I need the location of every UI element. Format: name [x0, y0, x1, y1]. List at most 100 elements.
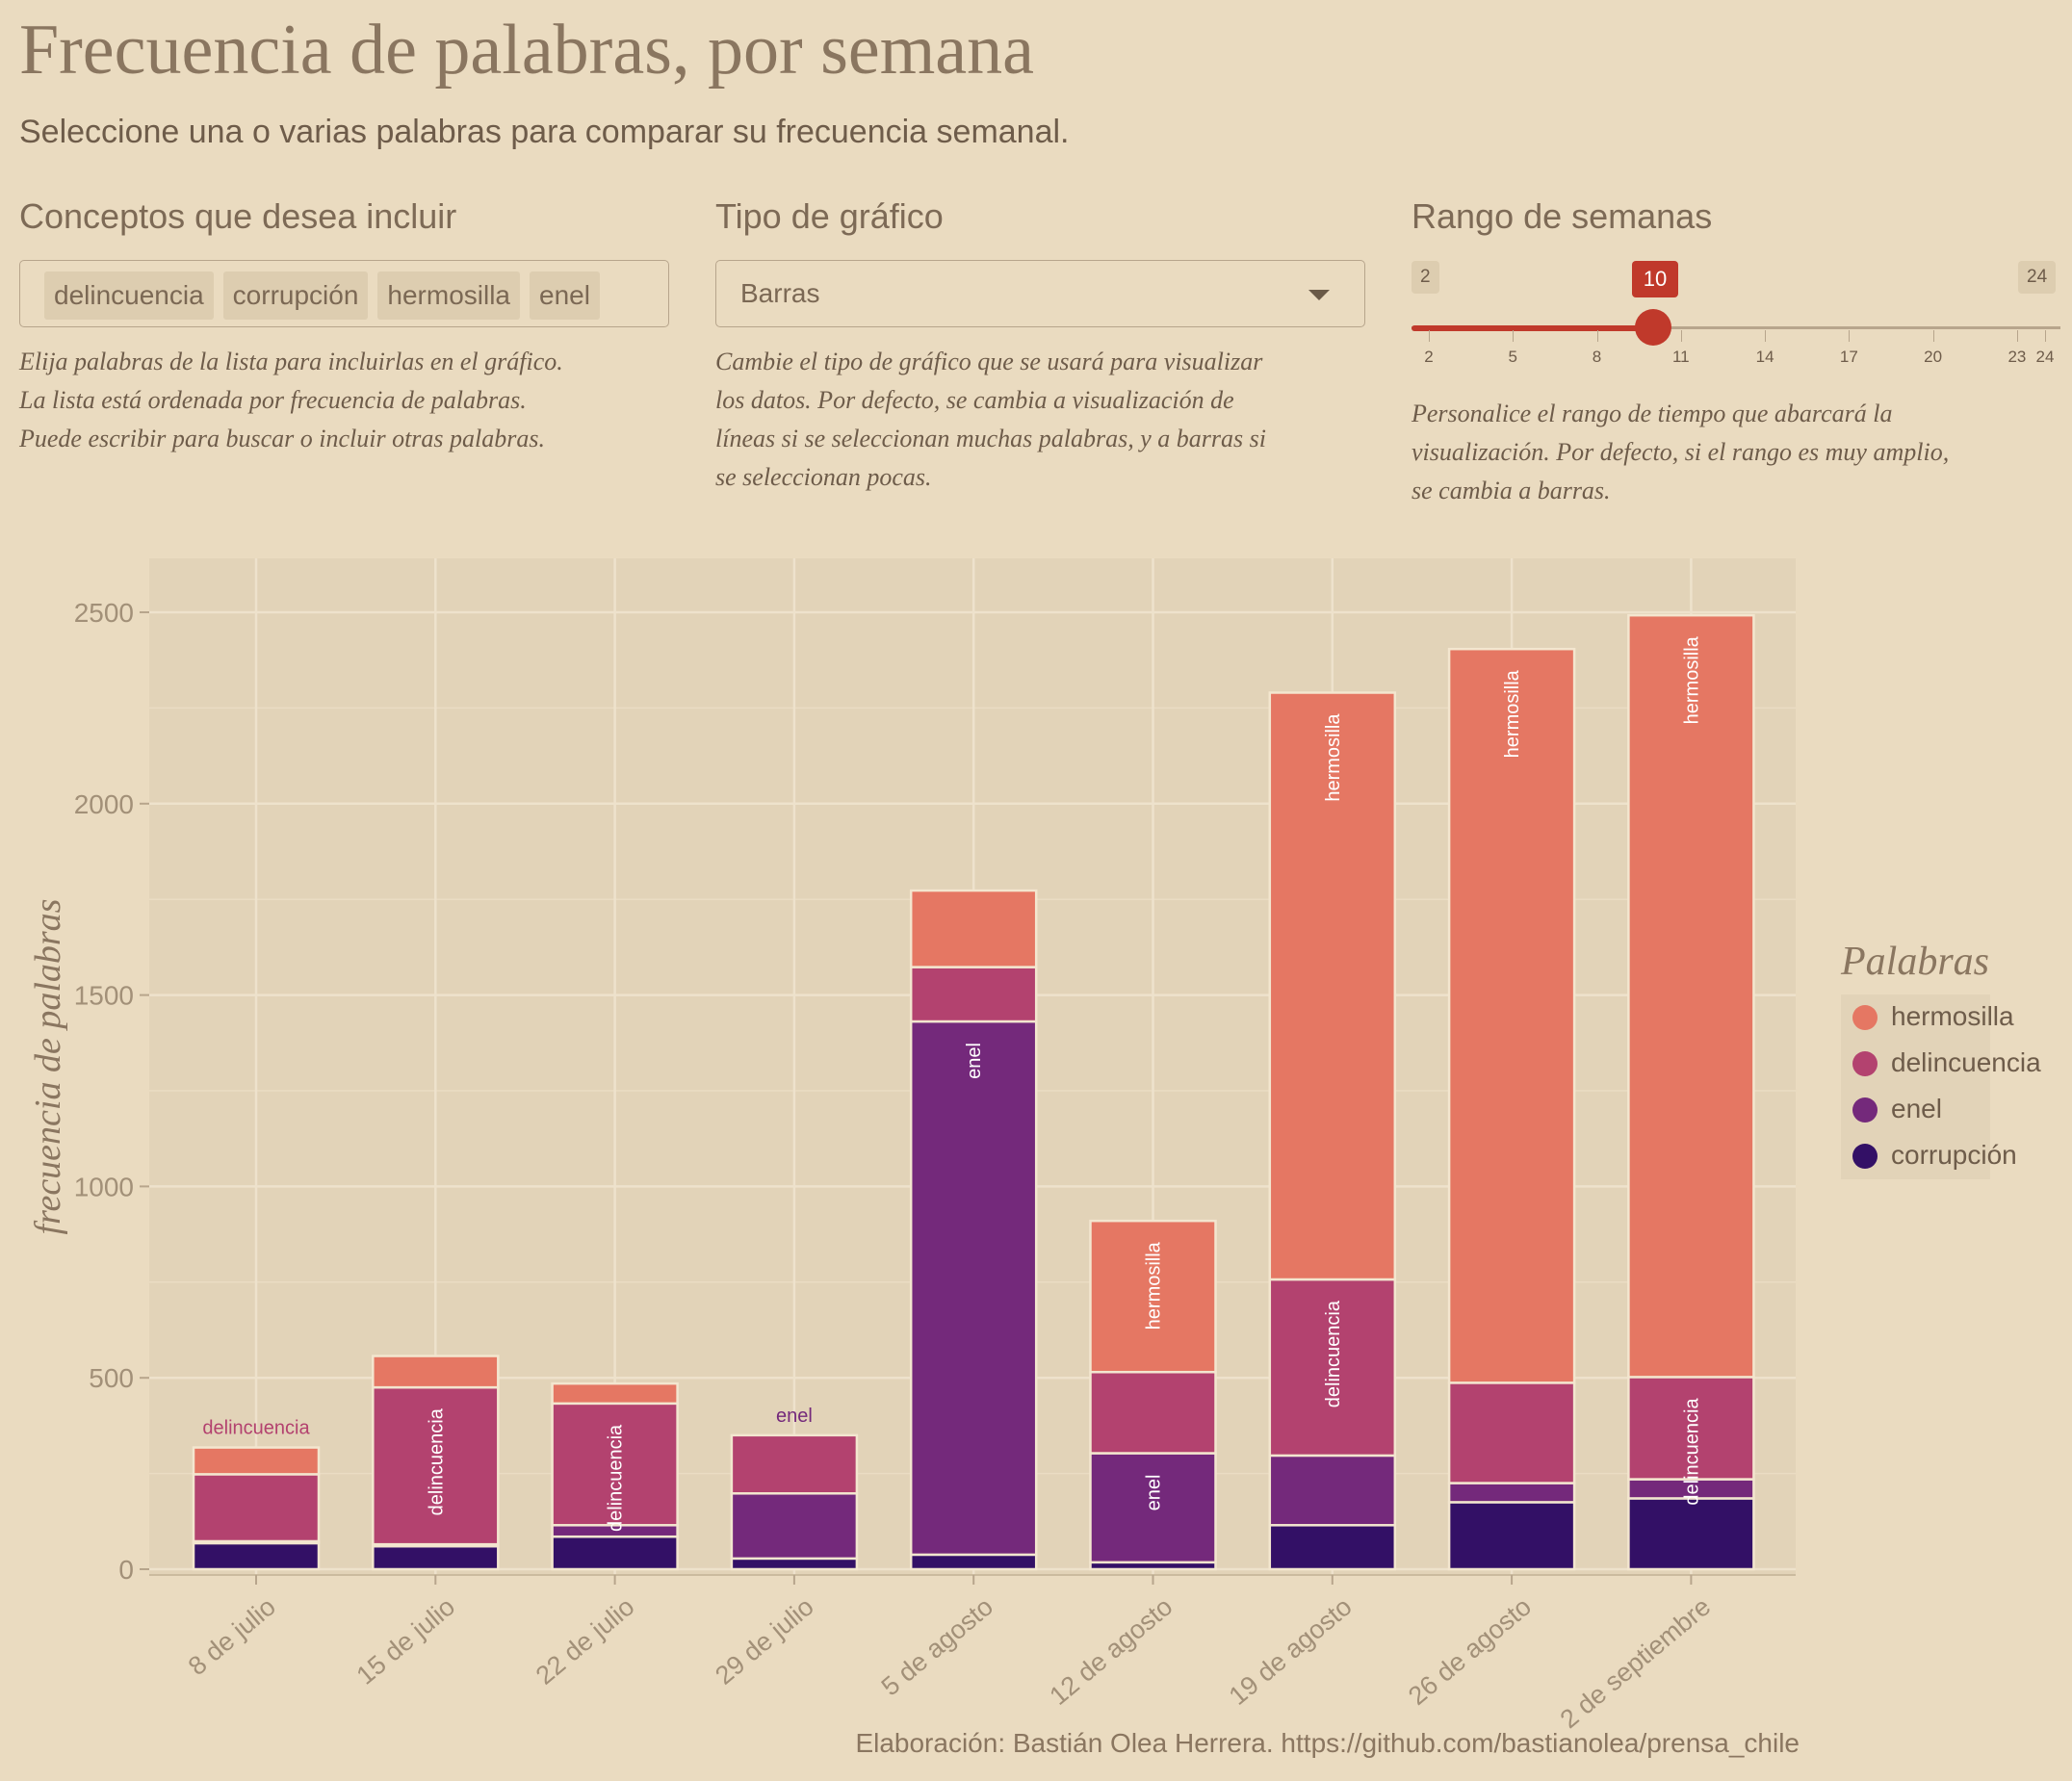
chip-hermosilla[interactable]: hermosilla: [377, 271, 521, 320]
bar-segment: [1447, 1501, 1576, 1571]
concepts-help-line: Puede escribir para buscar o incluir otr…: [19, 425, 545, 452]
chip-corrupcion[interactable]: corrupción: [222, 271, 369, 320]
x-tick-label: 26 de agosto: [1403, 1592, 1537, 1711]
bar-segment: [1089, 1452, 1217, 1564]
slider-tick: [1849, 330, 1851, 342]
bar-segment: [1268, 691, 1397, 1281]
bar-segment: [192, 1541, 321, 1571]
x-tick-label: 22 de julio: [531, 1592, 640, 1691]
bar-segment: [1268, 1278, 1397, 1458]
bar-annotation: enel: [964, 1043, 985, 1079]
chart-type-label: Tipo de gráfico: [715, 196, 944, 236]
bar-segment: [1268, 1524, 1397, 1571]
bar-segment: [192, 1473, 321, 1543]
slider-tick: [1596, 330, 1598, 342]
slider-tick-label: 14: [1755, 348, 1774, 366]
bar-annotation: delincuencia: [426, 1407, 447, 1515]
legend-dot: [1852, 1144, 1878, 1169]
concepts-help-line: Elija palabras de la lista para incluirl…: [19, 348, 563, 375]
bar-segment: [551, 1381, 679, 1406]
chevron-down-icon: [1308, 290, 1330, 300]
slider-fill: [1412, 325, 1653, 331]
chart-type-help-line: líneas si se seleccionan muchas palabras…: [715, 425, 1266, 452]
legend-item-corrupcion: corrupción: [1841, 1133, 2017, 1179]
slider-tick: [1429, 330, 1430, 342]
chart-type-help: Cambie el tipo de gráfico que se usará p…: [715, 343, 1266, 497]
x-tick-label: 5 de agosto: [876, 1592, 998, 1702]
y-tick-label: 1500: [74, 981, 134, 1011]
chart-type-select[interactable]: Barras: [715, 260, 1365, 327]
legend-item-delincuencia: delincuencia: [1841, 1041, 2041, 1087]
bar-segment: [372, 1385, 500, 1546]
slider-handle[interactable]: [1634, 309, 1671, 346]
concepts-label: Conceptos que desea incluir: [19, 196, 457, 236]
chip-delincuencia[interactable]: delincuencia: [44, 271, 214, 320]
slider-tick: [1680, 330, 1682, 342]
bar-segment: [551, 1535, 679, 1571]
week-range-help-line: Personalice el rango de tiempo que abarc…: [1412, 400, 1893, 427]
bar-segment: [730, 1433, 859, 1495]
bar-annotation: delincuencia: [1681, 1398, 1702, 1506]
x-tick-label: 19 de agosto: [1224, 1592, 1358, 1711]
slider-tick: [1513, 330, 1515, 342]
week-range-slider[interactable]: 2 10 24 2 5 8 11 14 17 20 23 24: [1412, 255, 2066, 380]
bar-segment: [909, 1020, 1038, 1557]
bar-annotation: delincuencia: [1323, 1300, 1344, 1407]
slider-tick-label: 8: [1592, 348, 1602, 366]
slider-max-badge: 24: [2018, 261, 2057, 294]
legend-dot: [1852, 1005, 1878, 1030]
bar-segment: [1089, 1370, 1217, 1455]
bar-annotation: delincuencia: [606, 1424, 627, 1532]
slider-tick-label: 5: [1508, 348, 1517, 366]
slider-tick: [2016, 330, 2018, 342]
bar-segment: [1627, 1497, 1755, 1571]
bar-segment: [372, 1544, 500, 1571]
bar-segment: [730, 1557, 859, 1571]
slider-tick-label: 23: [2007, 348, 2027, 366]
concepts-multiselect[interactable]: delincuencia corrupción hermosilla enel: [19, 260, 669, 327]
y-tick-label: 1000: [74, 1172, 134, 1201]
bar-segment: [1447, 1381, 1576, 1484]
legend-item-hermosilla: hermosilla: [1841, 994, 2014, 1041]
y-tick-label: 2500: [74, 598, 134, 628]
chart-type-help-line: se seleccionan pocas.: [715, 463, 932, 491]
bar-segment: [1089, 1219, 1217, 1374]
legend-label: corrupción: [1891, 1140, 2017, 1170]
slider-track[interactable]: [1412, 326, 2060, 329]
slider-tick: [2045, 330, 2046, 342]
x-tick-label: 12 de agosto: [1044, 1592, 1178, 1711]
slider-tick-label: 24: [2035, 348, 2055, 366]
x-tick-label: 8 de julio: [183, 1592, 281, 1681]
y-tick-label: 0: [118, 1555, 134, 1585]
chip-enel[interactable]: enel: [530, 271, 600, 320]
bar-annotation: hermosilla: [1502, 669, 1523, 758]
bar-annotation: enel: [776, 1406, 813, 1427]
bar-segment: [909, 1553, 1038, 1571]
y-tick-label: 2000: [74, 789, 134, 819]
concepts-help-line: La lista está ordenada por frecuencia de…: [19, 386, 527, 414]
chart-type-value: Barras: [740, 278, 820, 308]
concepts-help: Elija palabras de la lista para incluirl…: [19, 343, 563, 458]
week-range-help: Personalice el rango de tiempo que abarc…: [1412, 395, 1949, 510]
legend-title: Palabras: [1841, 940, 1990, 984]
chart-caption: Elaboración: Bastián Olea Herrera. https…: [855, 1728, 1800, 1758]
x-tick-label: 29 de julio: [710, 1592, 819, 1691]
legend-item-enel: enel: [1841, 1087, 1990, 1133]
bar-segment: [192, 1446, 321, 1476]
week-range-label: Rango de semanas: [1412, 196, 1713, 236]
bar-segment: [730, 1492, 859, 1561]
x-tick-label: 2 de septiembre: [1555, 1592, 1717, 1734]
slider-tick-label: 2: [1424, 348, 1434, 366]
bar-segment: [1447, 647, 1576, 1384]
legend-dot: [1852, 1051, 1878, 1076]
bar-annotation: hermosilla: [1681, 635, 1702, 724]
bar-segment: [1447, 1482, 1576, 1504]
bar-segment: [1627, 613, 1755, 1379]
week-range-help-line: visualización. Por defecto, si el rango …: [1412, 438, 1950, 466]
bar-annotation: enel: [1144, 1475, 1165, 1511]
legend-dot: [1852, 1097, 1878, 1123]
legend-label: hermosilla: [1891, 1001, 2014, 1031]
slider-tick: [1765, 330, 1767, 342]
y-tick-label: 500: [89, 1363, 134, 1393]
